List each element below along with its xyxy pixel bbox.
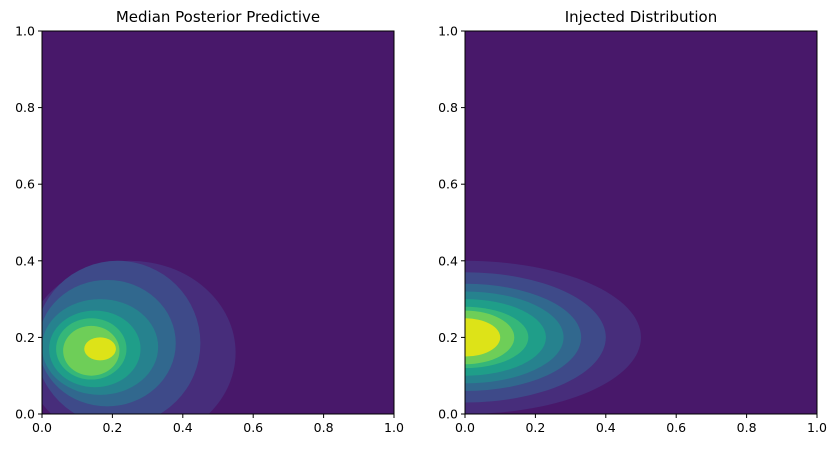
left-y-tick-label: 1.0 [15, 24, 35, 39]
right-x-tick-label: 0.4 [596, 420, 616, 435]
right-x-tick-label: 0.6 [666, 420, 686, 435]
left-contour-level-8 [84, 337, 116, 361]
left-y-tick-label: 0.4 [15, 253, 35, 268]
right-x-tick-label: 0.2 [525, 420, 545, 435]
left-y-tick-label: 0.6 [15, 177, 35, 192]
left-axis-ticks: 0.0 0.2 0.4 0.6 0.8 1.0 0.0 0.2 0.4 0.6 0.8 1.0 [15, 24, 404, 436]
left-x-tick-label: 0.4 [173, 420, 193, 435]
right-y-tick-label: 1.0 [438, 24, 458, 39]
right-y-tick-label: 0.2 [438, 330, 458, 345]
right-y-tick-label: 0.8 [438, 100, 458, 115]
left-x-tick-label: 1.0 [384, 420, 404, 435]
left-y-tick-label: 0.2 [15, 330, 35, 345]
right-axis-ticks: 0.0 0.2 0.4 0.6 0.8 1.0 0.0 0.2 0.4 0.6 0.8 1.0 [438, 24, 827, 436]
left-plot-area [42, 31, 394, 414]
right-chart-title: Injected Distribution [565, 8, 717, 26]
right-y-tick-label: 0.4 [438, 253, 458, 268]
right-x-tick-label: 0.8 [737, 420, 757, 435]
right-y-tick-label: 0.0 [438, 407, 458, 422]
left-x-tick-label: 0.8 [314, 420, 334, 435]
right-contour-panel: Injected Distribution 0.0 0.2 0.4 0.6 0.8 1.0… [438, 8, 827, 436]
left-x-tick-label: 0.6 [243, 420, 263, 435]
left-plot-frame [41, 30, 395, 415]
left-x-tick-label: 0.2 [102, 420, 122, 435]
right-y-tick-label: 0.6 [438, 177, 458, 192]
right-x-tick-label: 0.0 [455, 420, 475, 435]
left-contour-panel: Median Posterior Predictive 0.0 0.2 0.4 0.6… [15, 8, 404, 436]
right-contour-level-8 [465, 318, 501, 357]
left-x-tick-label: 0.0 [32, 420, 52, 435]
left-y-tick-label: 0.8 [15, 100, 35, 115]
right-plot-frame [464, 30, 818, 415]
right-plot-area [465, 31, 817, 414]
left-y-tick-label: 0.0 [15, 407, 35, 422]
right-x-tick-label: 1.0 [807, 420, 827, 435]
left-chart-title: Median Posterior Predictive [116, 8, 320, 26]
